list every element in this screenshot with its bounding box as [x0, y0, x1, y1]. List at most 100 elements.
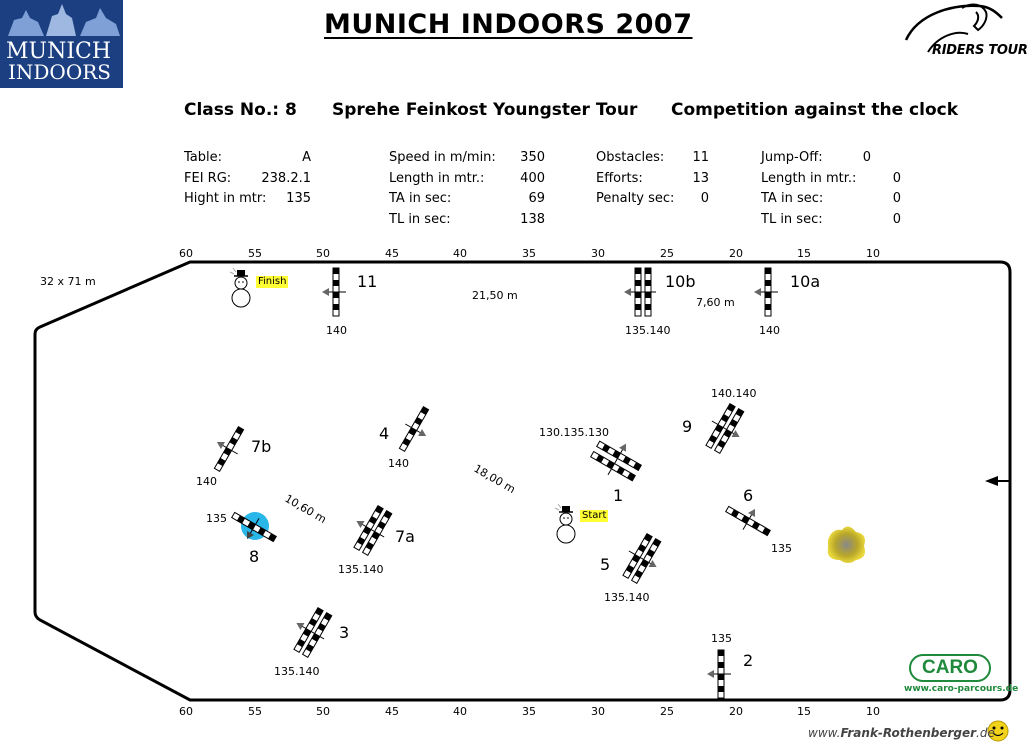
- obstacle-2: [707, 649, 731, 699]
- info-value: 350: [520, 150, 545, 165]
- distance-label: 21,50 m: [472, 289, 518, 302]
- obstacle-number: 7b: [251, 437, 272, 456]
- obstacle-10b: [624, 267, 656, 317]
- obstacle-8: [231, 511, 277, 543]
- obstacle-number: 6: [743, 486, 754, 505]
- logo-line-2: INDOORS: [8, 60, 111, 84]
- info-label: Speed in m/min:: [389, 150, 496, 165]
- ruler-bottom-label: 45: [385, 705, 399, 718]
- obstacle-number: 8: [249, 547, 260, 566]
- ruler-bottom-label: 55: [248, 705, 262, 718]
- obstacle-number: 5: [600, 555, 611, 574]
- distance-label: 7,60 m: [696, 296, 735, 309]
- obstacle-height: 135: [771, 542, 792, 555]
- start-snowman-icon: [554, 503, 576, 544]
- info-value: 0: [892, 212, 901, 227]
- finish-label: Finish: [256, 276, 289, 288]
- obstacle-1: [590, 440, 642, 482]
- info-label: FEI RG:: [184, 171, 232, 186]
- munich-indoors-logo: MUNICH INDOORS: [0, 0, 123, 88]
- ruler-top-label: 25: [660, 247, 674, 260]
- info-value: 138: [520, 212, 545, 227]
- info-label: Table:: [184, 150, 222, 165]
- class-number: Class No.: 8: [184, 100, 297, 120]
- ruler-top-label: 55: [248, 247, 262, 260]
- info-value: 13: [692, 171, 709, 186]
- info-value: 0: [892, 171, 901, 186]
- info-value: 400: [520, 171, 545, 186]
- info-label: Penalty sec:: [596, 191, 675, 206]
- info-value: 0: [862, 150, 871, 165]
- info-value: 0: [892, 191, 901, 206]
- ruler-bottom-label: 35: [522, 705, 536, 718]
- smiley-icon: [987, 720, 1009, 742]
- caro-url: www.caro-parcours.de: [904, 684, 1019, 694]
- obstacle-5: [622, 533, 662, 584]
- ruler-top-label: 35: [522, 247, 536, 260]
- obstacle-7a: [353, 505, 393, 556]
- bush-decoration-icon: [827, 526, 865, 563]
- obstacle-6: [725, 505, 771, 537]
- info-label: Length in mtr.:: [761, 171, 857, 186]
- start-label: Start: [580, 510, 609, 522]
- credit-suffix: .de: [976, 726, 995, 740]
- obstacle-height: 130.135.130: [539, 426, 609, 439]
- obstacle-height: 135.140: [625, 324, 671, 337]
- info-value: 11: [692, 150, 709, 165]
- info-label: Obstacles:: [596, 150, 665, 165]
- page-title: MUNICH INDOORS 2007: [324, 9, 693, 40]
- info-value: 135: [286, 191, 311, 206]
- info-value: 69: [528, 191, 545, 206]
- obstacle-height: 135: [206, 512, 227, 525]
- obstacle-number: 4: [379, 424, 390, 443]
- logo-line-1: MUNICH: [6, 39, 112, 64]
- credit-name: Frank-Rothenberger: [840, 726, 977, 740]
- ruler-bottom-label: 15: [797, 705, 811, 718]
- ruler-top-label: 50: [316, 247, 330, 260]
- ruler-top-label: 20: [729, 247, 743, 260]
- credit-text: www.Frank-Rothenberger.de: [808, 726, 995, 740]
- arena-size: 32 x 71 m: [40, 275, 96, 288]
- obstacle-height: 135.140: [274, 665, 320, 678]
- ruler-bottom-label: 20: [729, 705, 743, 718]
- class-name: Sprehe Feinkost Youngster Tour: [332, 100, 638, 120]
- obstacle-number: 10a: [790, 272, 821, 291]
- obstacle-height: 140: [196, 475, 217, 488]
- ruler-bottom-label: 40: [453, 705, 467, 718]
- obstacle-number: 3: [339, 623, 350, 642]
- ruler-top-label: 10: [866, 247, 880, 260]
- entrance-arrow-icon: [985, 476, 1010, 486]
- ruler-bottom-label: 10: [866, 705, 880, 718]
- riders-tour-brand: RIDERS TOUR: [932, 43, 1028, 58]
- arena-outline: [33, 260, 1012, 702]
- obstacle-11: [322, 267, 346, 317]
- obstacle-number: 1: [613, 486, 624, 505]
- info-label: Length in mtr.:: [389, 171, 485, 186]
- obstacle-number: 7a: [395, 527, 415, 546]
- riders-tour-horse-logo-icon: [904, 3, 1003, 53]
- obstacle-height: 140.140: [711, 387, 757, 400]
- caro-logo: CARO: [909, 654, 991, 682]
- obstacle-number: 11: [357, 272, 378, 291]
- ruler-top-label: 60: [179, 247, 193, 260]
- obstacle-number: 10b: [665, 272, 696, 291]
- info-label: TL in sec:: [761, 212, 823, 227]
- info-value: A: [302, 150, 311, 165]
- obstacle-height: 135.140: [338, 563, 384, 576]
- obstacle-3: [293, 607, 333, 658]
- obstacle-number: 2: [743, 651, 754, 670]
- ruler-top-label: 45: [385, 247, 399, 260]
- obstacle-9: [705, 403, 745, 454]
- obstacle-number: 9: [682, 417, 693, 436]
- obstacle-height: 135: [711, 632, 732, 645]
- info-label: Hight in mtr:: [184, 191, 267, 206]
- horse-riders-silhouette-icon: [8, 4, 120, 36]
- info-label: Jump-Off:: [761, 150, 823, 165]
- ruler-bottom-label: 50: [316, 705, 330, 718]
- ruler-bottom-label: 30: [591, 705, 605, 718]
- info-label: TL in sec:: [389, 212, 451, 227]
- ruler-top-label: 30: [591, 247, 605, 260]
- obstacle-10a: [754, 267, 778, 317]
- obstacle-height: 140: [326, 324, 347, 337]
